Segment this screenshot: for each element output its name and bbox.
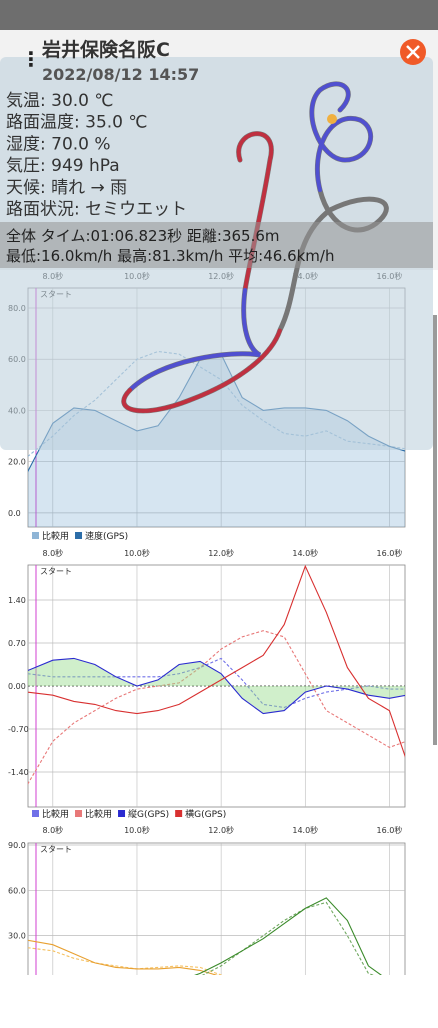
legend-swatch — [75, 532, 83, 539]
y-tick-label: 0.00 — [8, 682, 26, 691]
x-tick-label: 14.0秒 — [292, 548, 318, 558]
x-tick-label: 10.0秒 — [124, 548, 150, 558]
close-icon[interactable] — [406, 45, 420, 59]
legend-label: 速度(GPS) — [85, 530, 128, 542]
status-bar — [0, 0, 438, 30]
x-tick-label: 14.0秒 — [292, 825, 318, 835]
summary-line: 最低:16.0km/h 最高:81.3km/h 平均:46.6km/h — [6, 247, 334, 265]
y-tick-label: 0.0 — [8, 509, 21, 518]
condition: 湿度: 70.0 % — [6, 134, 111, 154]
x-tick-label: 8.0秒 — [42, 548, 63, 558]
x-tick-label: 8.0秒 — [42, 825, 63, 835]
legend-swatch — [32, 810, 39, 817]
y-tick-label: -0.70 — [8, 725, 29, 734]
series-line — [28, 939, 218, 975]
close-button[interactable] — [400, 39, 426, 65]
y-tick-label: 60.0 — [8, 886, 26, 895]
x-tick-label: 10.0秒 — [124, 825, 150, 835]
y-tick-label: 0.70 — [8, 639, 26, 648]
bottom-bar — [0, 975, 438, 1024]
y-tick-label: 90.0 — [8, 841, 26, 850]
start-label: スタート — [40, 845, 72, 854]
y-tick-label: 30.0 — [8, 932, 26, 941]
y-tick-label: 20.0 — [8, 458, 26, 467]
x-tick-label: 12.0秒 — [208, 548, 234, 558]
plot-clip — [28, 897, 382, 975]
legend-label: 横G(GPS) — [185, 808, 226, 820]
menu-button[interactable]: ⋮ — [21, 47, 41, 71]
x-tick-label: 16.0秒 — [377, 825, 403, 835]
chart: 8.0秒 10.0秒 12.0秒 14.0秒 16.0秒 -1.40 -0.70 0.00 0.… — [8, 548, 406, 820]
plot-clip — [28, 565, 405, 785]
y-tick-label: -1.40 — [8, 768, 29, 777]
legend-swatch — [175, 810, 183, 817]
legend-swatch — [75, 810, 83, 817]
summary-line: 全体 タイム:01:06.823秒 距離:365.6m — [6, 227, 280, 245]
condition: 気温: 30.0 ℃ — [6, 91, 113, 111]
series-line — [28, 565, 405, 758]
condition: 天候: 晴れ → 雨 — [6, 178, 127, 198]
y-tick-label: 1.40 — [8, 596, 26, 605]
legend-swatch — [32, 532, 39, 539]
legend-label: 比較用 — [42, 530, 69, 542]
legend-label: 縦G(GPS) — [128, 808, 169, 820]
series-line — [28, 630, 405, 785]
series-line — [194, 897, 382, 975]
area-positive — [28, 658, 405, 714]
x-tick-label: 12.0秒 — [208, 825, 234, 835]
legend-label: 比較用 — [42, 808, 69, 820]
plot-area — [27, 842, 406, 982]
summary-bar — [0, 222, 433, 268]
series-line — [28, 657, 405, 715]
scrollbar — [433, 315, 437, 745]
datetime: 2022/08/12 14:57 — [42, 65, 199, 84]
start-label: スタート — [40, 567, 72, 576]
legend-label: 比較用 — [85, 808, 112, 820]
page-title: 岩井保険名阪C — [41, 38, 170, 61]
condition: 路面温度: 35.0 ℃ — [6, 113, 147, 133]
x-tick-label: 16.0秒 — [377, 548, 403, 558]
chart: 8.0秒 10.0秒 12.0秒 14.0秒 16.0秒 30.0 60.0 90.0 スタート — [8, 825, 406, 982]
legend-swatch — [118, 810, 126, 817]
condition: 気圧: 949 hPa — [6, 156, 120, 176]
series-line — [201, 901, 375, 975]
condition: 路面状況: セミウエット — [6, 200, 187, 220]
